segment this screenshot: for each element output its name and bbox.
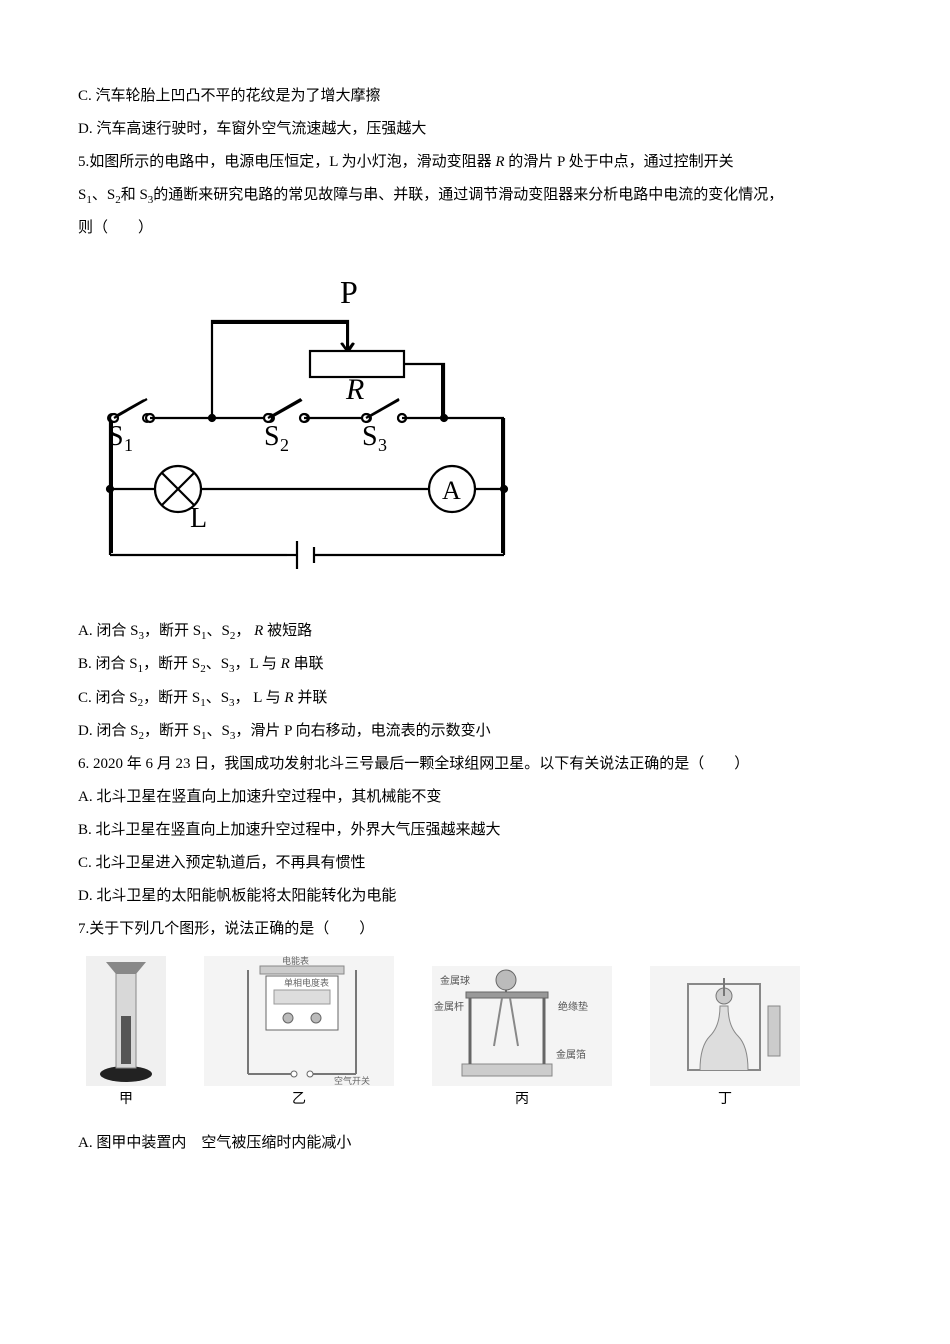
q5c-1: C. 闭合 S xyxy=(78,690,138,706)
svg-text:空气开关: 空气开关 xyxy=(334,1075,370,1086)
q5c-3: 、S xyxy=(206,690,229,706)
q5-stem-line2: S1、S2和 S3的通断来研究电路的常见故障与串、并联，通过调节滑动变阻器来分析… xyxy=(78,179,872,212)
fig-jia: 甲 xyxy=(86,956,166,1109)
circuit-figure: P R S 1 S 2 S 3 L A xyxy=(78,263,872,593)
q5-stem2-mid2: 和 S xyxy=(121,187,148,203)
q6-stem: 6. 2020 年 6 月 23 日，我国成功发射北斗三号最后一颗全球组网卫星。… xyxy=(78,748,872,781)
q7-option-a: A. 图甲中装置内 空气被压缩时内能减小 xyxy=(78,1127,872,1160)
q5-stem-line1: 5.如图所示的电路中，电源电压恒定，L 为小灯泡，滑动变阻器 R 的滑片 P 处… xyxy=(78,146,872,179)
label-S3-sub: 3 xyxy=(378,435,387,455)
q5-option-d: D. 闭合 S2，断开 S1、S3，滑片 P 向右移动，电流表的示数变小 xyxy=(78,715,872,748)
q5c-2: ，断开 S xyxy=(143,690,200,706)
q5d-3: 、S xyxy=(207,723,230,739)
fig-bing-svg: 金属球 金属杆 绝缘垫 金属箔 xyxy=(432,966,612,1086)
fig-yi: 单相电度表 空气开关 电能表 乙 xyxy=(204,956,394,1109)
fig-bing-caption: 丙 xyxy=(515,1092,529,1109)
prev-option-c: C. 汽车轮胎上凹凸不平的花纹是为了增大摩擦 xyxy=(78,80,872,113)
q5-option-c: C. 闭合 S2，断开 S1、S3， L 与 R 并联 xyxy=(78,682,872,715)
q5a-3: 、S xyxy=(207,623,230,639)
label-S2-sub: 2 xyxy=(280,435,289,455)
q5-option-a: A. 闭合 S3，断开 S1、S2， R 被短路 xyxy=(78,615,872,648)
q5c-R: R xyxy=(284,690,293,706)
q5-stem2-mid1: 、S xyxy=(92,187,115,203)
fig-yi-svg: 单相电度表 空气开关 电能表 xyxy=(204,956,394,1086)
fig-ding-caption: 丁 xyxy=(718,1092,732,1109)
q6-option-a: A. 北斗卫星在竖直向上加速升空过程中，其机械能不变 xyxy=(78,781,872,814)
q5a-1: A. 闭合 S xyxy=(78,623,138,639)
q5c-5: 并联 xyxy=(294,690,328,706)
q5b-5: 串联 xyxy=(290,656,324,672)
svg-text:单相电度表: 单相电度表 xyxy=(284,977,329,988)
q5d-4: ，滑片 P 向右移动，电流表的示数变小 xyxy=(235,723,490,739)
q5b-3: 、S xyxy=(206,656,229,672)
q6-option-d: D. 北斗卫星的太阳能帆板能将太阳能转化为电能 xyxy=(78,880,872,913)
circuit-svg: P R S 1 S 2 S 3 L A xyxy=(92,263,522,593)
prev-option-d: D. 汽车高速行驶时，车窗外空气流速越大，压强越大 xyxy=(78,113,872,146)
q5-stem-line3: 则（ ） xyxy=(78,212,872,245)
q5b-R: R xyxy=(281,656,290,672)
q5a-R: R xyxy=(254,623,263,639)
q5a-2: ，断开 S xyxy=(144,623,201,639)
fig-yi-caption: 乙 xyxy=(292,1092,306,1109)
q5c-4: ， L 与 xyxy=(235,690,285,706)
label-P: P xyxy=(340,274,358,310)
q5-stem2-post: 的通断来研究电路的常见故障与串、并联，通过调节滑动变阻器来分析电路中电流的变化情… xyxy=(153,187,783,203)
label-L: L xyxy=(190,503,207,534)
svg-text:电能表: 电能表 xyxy=(282,956,309,966)
label-S1: S xyxy=(108,421,124,452)
q5-stem1-pre: 5.如图所示的电路中，电源电压恒定，L 为小灯泡，滑动变阻器 xyxy=(78,154,495,170)
q5d-1: D. 闭合 S xyxy=(78,723,138,739)
label-S3: S xyxy=(362,421,378,452)
q5b-2: ，断开 S xyxy=(143,656,200,672)
label-R: R xyxy=(345,373,364,406)
q5a-5: 被短路 xyxy=(263,623,312,639)
q6-option-b: B. 北斗卫星在竖直向上加速升空过程中，外界大气压强越来越大 xyxy=(78,814,872,847)
q5b-4: ，L 与 xyxy=(235,656,281,672)
label-S2: S xyxy=(264,421,280,452)
q6-option-c: C. 北斗卫星进入预定轨道后，不再具有惯性 xyxy=(78,847,872,880)
q5-R-1: R xyxy=(495,154,504,170)
q7-figure-row: 甲 单相电度表 空气开关 电能表 乙 xyxy=(78,956,872,1109)
fig-jia-svg xyxy=(86,956,166,1086)
fig-ding-svg xyxy=(650,966,800,1086)
label-S1-sub: 1 xyxy=(124,435,133,455)
q5d-2: ，断开 S xyxy=(144,723,201,739)
q5b-1: B. 闭合 S xyxy=(78,656,138,672)
svg-text:绝缘垫: 绝缘垫 xyxy=(558,1000,588,1013)
svg-text:金属杆: 金属杆 xyxy=(434,1000,464,1013)
fig-ding: 丁 xyxy=(650,966,800,1109)
q5a-4: ， xyxy=(235,623,254,639)
q5-option-b: B. 闭合 S1，断开 S2、S3，L 与 R 串联 xyxy=(78,648,872,681)
svg-text:金属箔: 金属箔 xyxy=(556,1048,586,1061)
q5-stem1-post: 的滑片 P 处于中点，通过控制开关 xyxy=(505,154,734,170)
fig-jia-caption: 甲 xyxy=(119,1092,133,1109)
svg-text:金属球: 金属球 xyxy=(440,974,470,987)
fig-bing: 金属球 金属杆 绝缘垫 金属箔 丙 xyxy=(432,966,612,1109)
label-A: A xyxy=(442,476,461,505)
q7-stem: 7.关于下列几个图形，说法正确的是（ ） xyxy=(78,913,872,946)
